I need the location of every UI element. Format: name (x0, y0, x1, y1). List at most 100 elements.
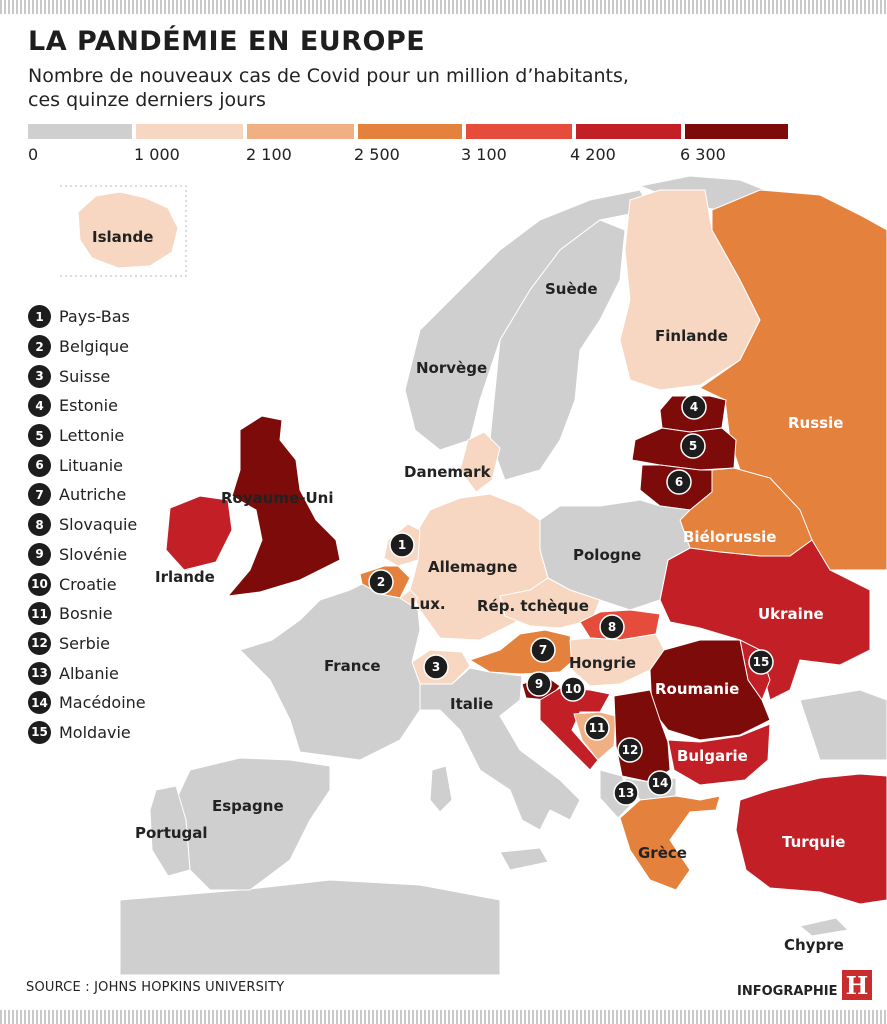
label-russie: Russie (788, 414, 843, 432)
legend-tick-0: 0 (28, 145, 39, 164)
key-item: 3 Suisse (28, 361, 146, 391)
map-marker-7: 7 (530, 637, 556, 663)
map-marker-15: 15 (748, 649, 774, 675)
key-number: 13 (28, 661, 51, 685)
publisher-logo: H (842, 970, 872, 1000)
label-suede: Suède (545, 280, 598, 298)
country-portugal (149, 785, 191, 877)
svg-text:11: 11 (589, 721, 606, 735)
label-grece: Grèce (638, 844, 687, 862)
legend-tick-labels: 0 1 000 2 100 2 500 3 100 4 200 6 300 (28, 145, 828, 167)
svg-text:4: 4 (690, 400, 698, 414)
country-ukraine (659, 539, 871, 701)
iceland-inset-frame (60, 185, 187, 277)
legend-swatch-6 (685, 124, 788, 139)
map-marker-8: 8 (599, 614, 625, 640)
key-item: 4 Estonie (28, 391, 146, 421)
land-sardinia (429, 765, 453, 813)
land-caucasus (799, 689, 887, 761)
label-lux: Lux. (410, 595, 446, 613)
country-france (239, 583, 421, 761)
marker-key-list: 1 Pays-Bas 2 Belgique 3 Suisse 4 Estonie 5 Le… (28, 302, 146, 747)
key-item: 5 Lettonie (28, 421, 146, 451)
key-country-name: Estonie (59, 396, 118, 416)
key-country-name: Bosnie (59, 604, 113, 624)
label-bulgarie: Bulgarie (677, 747, 748, 765)
svg-text:13: 13 (618, 786, 635, 800)
label-bielorussie: Biélorussie (683, 528, 776, 546)
bottom-hatch-border (0, 1010, 887, 1024)
label-espagne: Espagne (212, 797, 284, 815)
key-number: 2 (28, 335, 51, 359)
subtitle-line-1: Nombre de nouveaux cas de Covid pour un … (28, 65, 629, 87)
key-number: 7 (28, 483, 51, 507)
map-marker-3: 3 (423, 654, 449, 680)
label-france: France (324, 657, 381, 675)
source-note: SOURCE : JOHNS HOPKINS UNIVERSITY (26, 980, 285, 995)
label-islande: Islande (92, 228, 153, 246)
label-norvege: Norvège (416, 359, 487, 377)
country-italie (419, 667, 581, 831)
label-irlande: Irlande (155, 568, 215, 586)
svg-text:7: 7 (539, 643, 547, 657)
svg-text:8: 8 (608, 620, 616, 634)
key-item: 1 Pays-Bas (28, 302, 146, 332)
key-number: 6 (28, 453, 51, 477)
label-turquie: Turquie (782, 833, 845, 851)
page-title: LA PANDÉMIE EN EUROPE (28, 26, 426, 57)
key-item: 10 Croatie (28, 569, 146, 599)
key-item: 9 Slovénie (28, 540, 146, 570)
key-item: 15 Moldavie (28, 718, 146, 748)
svg-text:2: 2 (377, 575, 385, 589)
top-hatch-border (0, 0, 887, 14)
key-number: 8 (28, 513, 51, 537)
key-item: 14 Macédoine (28, 688, 146, 718)
key-country-name: Lituanie (59, 455, 124, 475)
label-finlande: Finlande (655, 327, 728, 345)
country-bulgarie (667, 723, 771, 786)
legend-swatch-2 (247, 124, 354, 139)
legend-tick-5: 4 200 (570, 145, 616, 164)
svg-text:3: 3 (432, 660, 440, 674)
map-marker-2: 2 (368, 569, 394, 595)
map-marker-4: 4 (681, 394, 707, 420)
map-marker-6: 6 (666, 469, 692, 495)
key-country-name: Suisse (59, 366, 111, 386)
country-turquie (735, 773, 887, 905)
land-north-africa (119, 879, 501, 975)
map-marker-12: 12 (617, 737, 643, 763)
map-marker-1: 1 (389, 532, 415, 558)
country-chypre (798, 917, 850, 937)
key-number: 14 (28, 691, 51, 715)
label-italie: Italie (450, 695, 493, 713)
legend-swatch-0 (28, 124, 132, 139)
key-number: 9 (28, 542, 51, 566)
svg-text:5: 5 (689, 439, 697, 453)
key-number: 4 (28, 394, 51, 418)
legend-tick-4: 3 100 (461, 145, 507, 164)
svg-text:9: 9 (535, 677, 543, 691)
map-marker-9: 9 (526, 671, 552, 697)
subtitle: Nombre de nouveaux cas de Covid pour un … (28, 64, 728, 112)
key-country-name: Macédoine (59, 693, 146, 713)
country-danemark (459, 431, 501, 493)
key-country-name: Albanie (59, 663, 119, 683)
legend-swatch-3 (358, 124, 462, 139)
key-number: 1 (28, 305, 51, 329)
key-country-name: Slovénie (59, 544, 128, 564)
legend-swatch-5 (576, 124, 681, 139)
key-item: 12 Serbie (28, 629, 146, 659)
svg-text:1: 1 (398, 538, 406, 552)
country-royaume-uni (226, 415, 341, 597)
country-irlande (165, 495, 233, 571)
country-finlande (619, 189, 761, 391)
label-ukraine: Ukraine (758, 605, 824, 623)
country-grece (619, 795, 721, 891)
key-item: 2 Belgique (28, 332, 146, 362)
label-roumanie: Roumanie (655, 680, 739, 698)
key-item: 8 Slovaquie (28, 510, 146, 540)
key-country-name: Serbie (59, 633, 111, 653)
key-item: 13 Albanie (28, 658, 146, 688)
infographie-credit: INFOGRAPHIE (737, 984, 838, 999)
legend-tick-2: 2 100 (246, 145, 292, 164)
